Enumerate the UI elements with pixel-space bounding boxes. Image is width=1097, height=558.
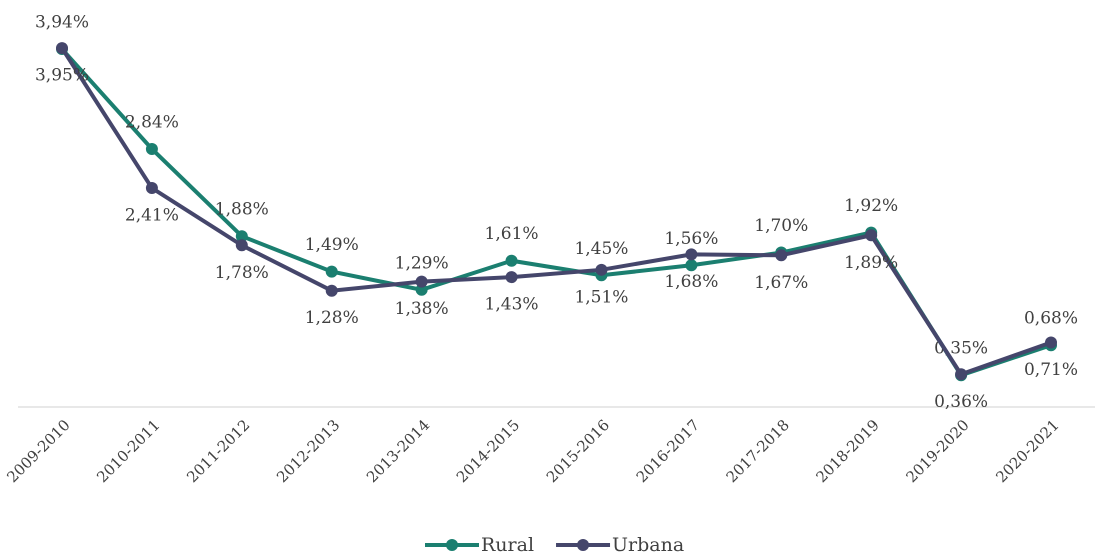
x-tick-label: 2018-2019 — [813, 416, 883, 486]
data-label: 1,70% — [754, 216, 808, 236]
data-label: 0,68% — [1024, 309, 1078, 329]
point — [955, 368, 968, 381]
data-label: 3,95% — [35, 66, 89, 86]
point — [685, 259, 698, 272]
data-label: 1,51% — [574, 287, 628, 307]
data-label: 1,61% — [485, 224, 539, 244]
point — [505, 254, 518, 267]
data-label: 0,71% — [1024, 360, 1078, 380]
data-label: 1,38% — [395, 299, 449, 319]
x-tick-label: 2010-2011 — [93, 416, 163, 486]
data-label: 1,92% — [844, 196, 898, 216]
point — [325, 284, 338, 297]
legend-marker — [446, 539, 458, 551]
data-label: 3,94% — [35, 13, 89, 33]
point — [865, 229, 878, 242]
data-label: 1,29% — [395, 253, 449, 273]
x-tick-label: 2017-2018 — [723, 416, 793, 486]
x-tick-label: 2012-2013 — [273, 416, 343, 486]
x-tick-label: 2013-2014 — [363, 416, 433, 486]
point — [595, 263, 608, 276]
point — [1045, 336, 1057, 349]
x-tick-label: 2014-2015 — [453, 416, 523, 486]
point — [235, 230, 248, 243]
x-tick-label: 2019-2020 — [902, 416, 972, 486]
point — [145, 182, 158, 195]
series-line — [60, 47, 1052, 378]
data-label: 1,56% — [664, 229, 718, 249]
x-tick-label: 2015-2016 — [543, 416, 613, 486]
data-label: 1,89% — [844, 253, 898, 273]
data-label: 2,41% — [125, 206, 179, 226]
point — [145, 142, 158, 155]
series-line — [60, 47, 1052, 377]
point — [415, 275, 428, 288]
data-label: 1,88% — [215, 200, 269, 220]
data-label: 1,68% — [664, 272, 718, 292]
x-tick-label: 2020-2021 — [992, 416, 1062, 486]
legend-label: Rural — [481, 534, 534, 556]
point — [235, 239, 248, 252]
data-label: 1,28% — [305, 308, 359, 328]
point — [505, 271, 518, 284]
point — [685, 248, 698, 261]
point — [325, 265, 338, 278]
x-tick-label: 2009-2010 — [3, 416, 73, 486]
x-tick-label: 2011-2012 — [183, 416, 253, 486]
x-tick-label: 2016-2017 — [633, 416, 703, 486]
data-label: 0,36% — [934, 392, 988, 412]
legend-label: Urbana — [612, 534, 684, 556]
data-label: 1,78% — [215, 263, 269, 283]
data-label: 2,84% — [125, 112, 179, 132]
data-label: 1,49% — [305, 235, 359, 255]
legend-marker — [577, 539, 590, 551]
point — [56, 42, 68, 55]
point — [775, 249, 788, 262]
data-label: 1,43% — [485, 295, 539, 315]
data-label: 1,67% — [754, 273, 808, 293]
data-label: 1,45% — [574, 239, 628, 259]
